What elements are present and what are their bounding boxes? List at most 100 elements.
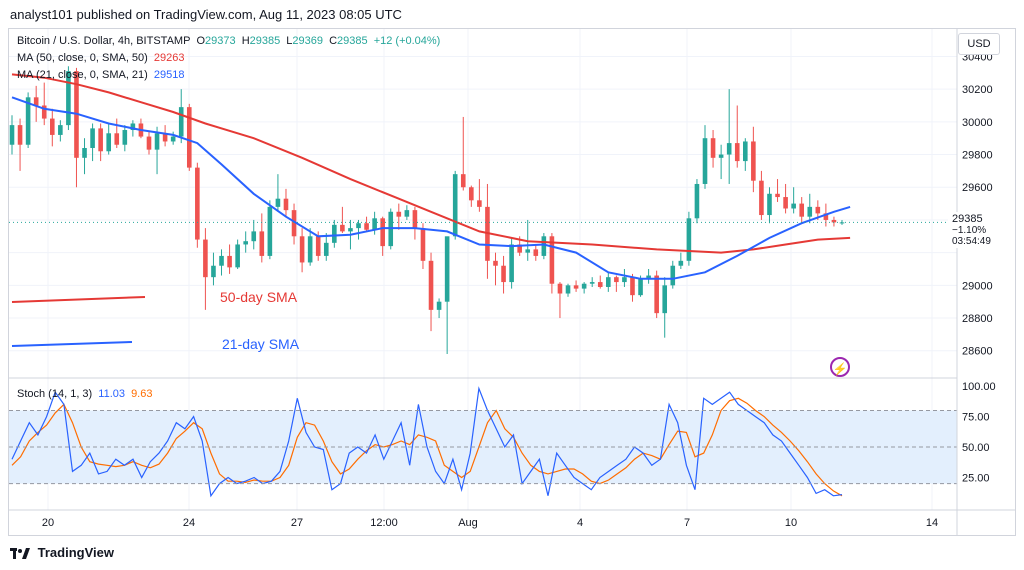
candle-body xyxy=(283,198,289,211)
candle-body xyxy=(66,71,71,126)
candle-body xyxy=(444,236,450,302)
candle-body xyxy=(557,283,563,294)
candle-body xyxy=(154,133,160,150)
high-value: 29385 xyxy=(249,35,281,47)
legend-ma50[interactable]: MA (50, close, 0, SMA, 50) 29263 xyxy=(17,52,188,64)
candle-body xyxy=(203,239,208,278)
time-tick-label: 4 xyxy=(577,517,583,529)
candle-body xyxy=(49,118,55,135)
stoch-band xyxy=(9,410,957,484)
candle-body xyxy=(412,210,418,229)
candle-body xyxy=(259,231,265,256)
stoch-k-line xyxy=(11,386,843,498)
chart-frame[interactable] xyxy=(8,28,1016,536)
candle-body xyxy=(541,236,547,256)
candle-body xyxy=(791,203,796,209)
publish-info: analyst101 published on TradingView.com,… xyxy=(10,7,402,22)
candle-body xyxy=(670,265,676,286)
sma50-annotation: 50-day SMA xyxy=(220,289,298,305)
price-tick-label: 29000 xyxy=(962,280,993,292)
candle-body xyxy=(743,141,748,162)
legend-ma21[interactable]: MA (21, close, 0, SMA, 21) 29518 xyxy=(17,69,188,81)
candle-body xyxy=(493,260,498,266)
candle-body xyxy=(9,125,15,145)
time-tick-label: 14 xyxy=(926,517,938,529)
stoch-d-value: 9.63 xyxy=(131,388,153,400)
time-tick-label: 12:00 xyxy=(370,517,398,529)
last-price-tag: 29385 −1.10% 03:54:49 xyxy=(948,212,1010,249)
candle-body xyxy=(428,260,434,310)
candle-body xyxy=(58,125,63,135)
candle-body xyxy=(396,211,402,217)
candle-body xyxy=(130,123,136,131)
candle-body xyxy=(549,236,555,284)
candle-body xyxy=(307,236,313,263)
candle-body xyxy=(501,265,506,283)
candle-body xyxy=(186,107,192,168)
candle-body xyxy=(195,167,200,240)
annotation-lines: 50-day SMA 21-day SMA xyxy=(11,289,300,352)
sma50-annotation-line xyxy=(11,296,146,303)
price-tick-label: 30200 xyxy=(962,84,993,96)
candle-body xyxy=(235,244,240,268)
tradingview-logo-icon xyxy=(10,547,30,559)
candle-body xyxy=(98,128,103,152)
open-value: 29373 xyxy=(205,35,236,47)
sma21-annotation-line xyxy=(11,341,133,347)
symbol-label[interactable]: Bitcoin / U.S. Dollar, 4h, BITSTAMP xyxy=(17,35,191,47)
candle-body xyxy=(17,125,23,145)
moving-averages xyxy=(9,73,957,280)
lightning-icon[interactable]: ⚡ xyxy=(830,357,850,377)
candle-body xyxy=(315,236,321,256)
currency-button[interactable]: USD xyxy=(958,33,1000,55)
candle-body xyxy=(420,228,426,261)
sma21-annotation: 21-day SMA xyxy=(222,336,300,352)
last-change: −1.10% xyxy=(952,225,987,237)
candle-body xyxy=(597,282,603,287)
candle-body xyxy=(106,133,111,152)
candle-body xyxy=(614,277,619,283)
candle-body xyxy=(759,180,764,216)
stoch-tick-label: 25.00 xyxy=(962,473,990,485)
candle-body xyxy=(275,198,281,207)
legend-stoch[interactable]: Stoch (14, 1, 3) 11.03 9.63 xyxy=(17,388,155,400)
low-value: 29369 xyxy=(292,35,324,47)
candle-body xyxy=(356,223,361,229)
price-tick-label: 29600 xyxy=(962,182,993,194)
price-tick-label: 28600 xyxy=(962,346,993,358)
candle-body xyxy=(243,241,248,245)
candle-body xyxy=(734,143,740,162)
candle-body xyxy=(219,255,224,266)
time-tick-label: Aug xyxy=(458,517,478,529)
candle-body xyxy=(726,143,732,155)
candle-body xyxy=(477,200,482,207)
candle-body xyxy=(348,228,353,232)
stoch-axis: 25.00 50.00 75.00 100.00 xyxy=(9,381,996,485)
candle-body xyxy=(380,218,385,247)
candle-body xyxy=(404,210,410,217)
candle-body xyxy=(525,249,531,253)
candle-body xyxy=(122,130,128,145)
change-value: +12 (+0.04%) xyxy=(373,35,441,47)
candle-body xyxy=(718,154,724,158)
candle-body xyxy=(364,223,369,230)
candle-body xyxy=(751,141,756,181)
stoch-d-line xyxy=(11,397,843,497)
footer-brand-label: TradingView xyxy=(37,545,114,560)
candle-body xyxy=(807,206,813,217)
high-label: H xyxy=(241,35,250,47)
candle-body xyxy=(267,206,273,256)
candle-body xyxy=(517,244,522,253)
candle-body xyxy=(509,244,514,283)
candle-body xyxy=(831,219,837,223)
candle-body xyxy=(340,224,345,232)
candle-body xyxy=(783,197,788,209)
candle-body xyxy=(710,138,716,158)
stoch-tick-label: 100.00 xyxy=(962,381,996,393)
candle-body xyxy=(638,278,643,296)
candle-body xyxy=(114,133,120,145)
close-value: 29385 xyxy=(337,35,368,47)
candle-body xyxy=(646,275,651,279)
